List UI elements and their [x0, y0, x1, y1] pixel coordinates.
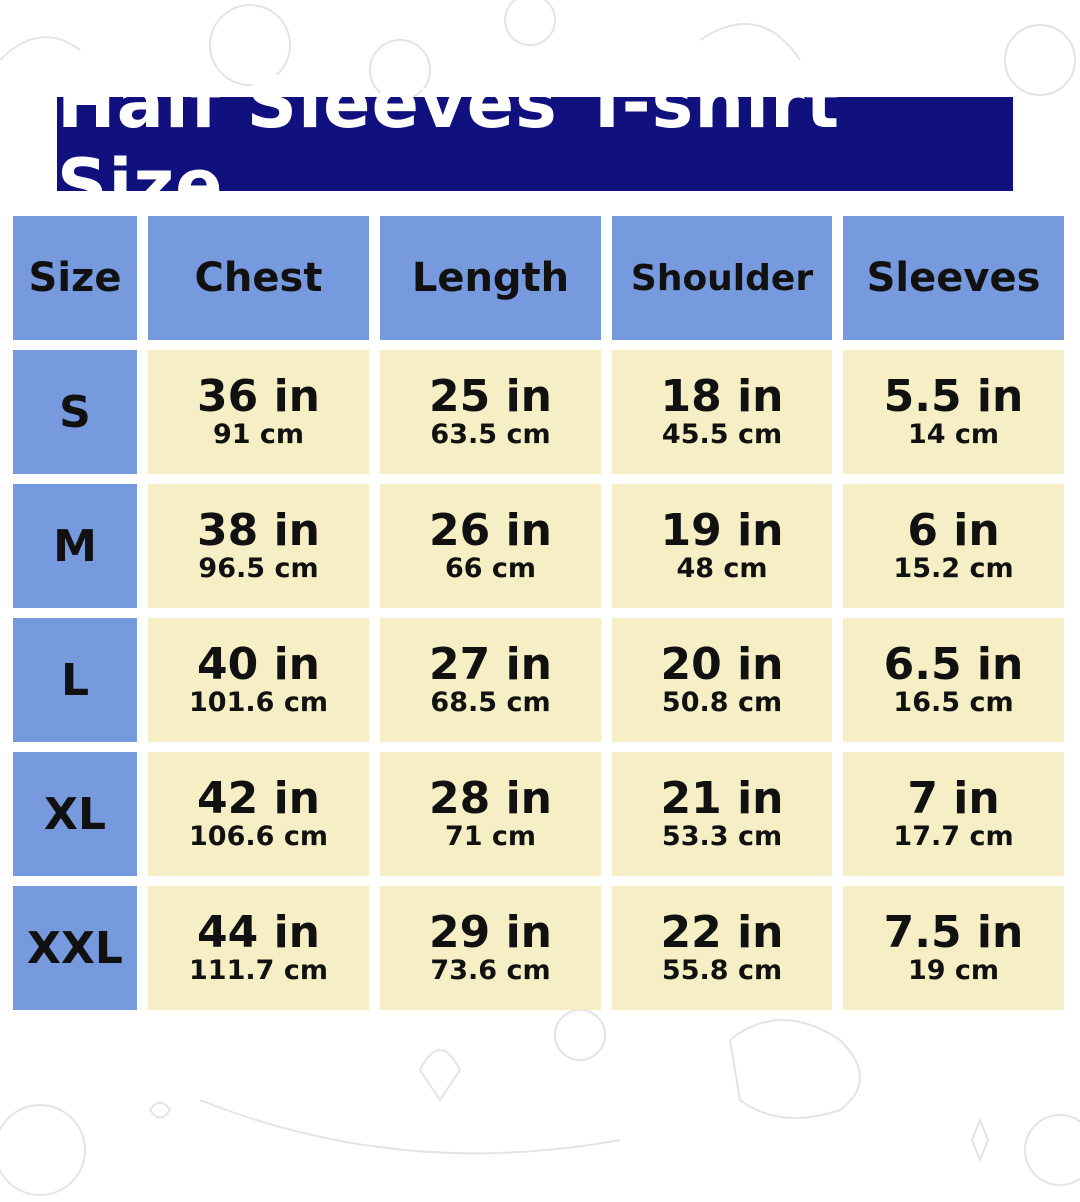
- measurement-cm: 16.5 cm: [893, 687, 1014, 718]
- measurement-cm: 71 cm: [444, 821, 537, 852]
- measurement-cell: 18 in 45.5 cm: [612, 350, 832, 474]
- measurement-cell: 27 in 68.5 cm: [380, 618, 601, 742]
- measurement-cell: 28 in 71 cm: [380, 752, 601, 876]
- column-header-chest: Chest: [148, 216, 369, 340]
- measurement-cm: 50.8 cm: [661, 687, 783, 718]
- column-header-size: Size: [13, 216, 137, 340]
- measurement-cm: 91 cm: [212, 419, 305, 450]
- measurement-inches: 18 in: [660, 371, 784, 422]
- measurement-inches: 29 in: [429, 907, 552, 958]
- measurement-cell: 5.5 in 14 cm: [843, 350, 1064, 474]
- measurement-cell: 6.5 in 16.5 cm: [843, 618, 1064, 742]
- measurement-inches: 28 in: [429, 773, 552, 824]
- measurement-inches: 40 in: [197, 639, 320, 690]
- measurement-inches: 6 in: [907, 505, 1000, 556]
- measurement-inches: 25 in: [429, 371, 552, 422]
- measurement-cm: 73.6 cm: [430, 955, 551, 986]
- size-label: S: [13, 350, 137, 474]
- measurement-cell: 36 in 91 cm: [148, 350, 369, 474]
- measurement-cm: 55.8 cm: [661, 955, 783, 986]
- measurement-cm: 48 cm: [676, 553, 768, 584]
- measurement-cell: 42 in 106.6 cm: [148, 752, 369, 876]
- measurement-inches: 36 in: [197, 371, 320, 422]
- measurement-cell: 20 in 50.8 cm: [612, 618, 832, 742]
- measurement-cm: 106.6 cm: [189, 821, 328, 852]
- measurement-cm: 96.5 cm: [198, 553, 319, 584]
- column-header-length: Length: [380, 216, 601, 340]
- measurement-inches: 19 in: [660, 505, 784, 556]
- measurement-cell: 44 in 111.7 cm: [148, 886, 369, 1010]
- measurement-cm: 14 cm: [907, 419, 1000, 450]
- measurement-inches: 21 in: [660, 773, 784, 824]
- size-table: Size Chest Length Shoulder Sleeves S 36 in 91 c…: [13, 216, 1064, 1010]
- measurement-inches: 42 in: [197, 773, 320, 824]
- size-label: XL: [13, 752, 137, 876]
- measurement-inches: 6.5 in: [883, 639, 1024, 690]
- measurement-cm: 66 cm: [444, 553, 537, 584]
- measurement-cell: 38 in 96.5 cm: [148, 484, 369, 608]
- measurement-inches: 22 in: [660, 907, 784, 958]
- measurement-cell: 22 in 55.8 cm: [612, 886, 832, 1010]
- measurement-inches: 20 in: [660, 639, 784, 690]
- measurement-cell: 7 in 17.7 cm: [843, 752, 1064, 876]
- measurement-cm: 101.6 cm: [189, 687, 328, 718]
- measurement-inches: 26 in: [429, 505, 552, 556]
- measurement-cell: 7.5 in 19 cm: [843, 886, 1064, 1010]
- measurement-cell: 21 in 53.3 cm: [612, 752, 832, 876]
- measurement-cm: 111.7 cm: [189, 955, 328, 986]
- measurement-cm: 45.5 cm: [661, 419, 783, 450]
- measurement-cm: 53.3 cm: [661, 821, 783, 852]
- measurement-cm: 17.7 cm: [893, 821, 1014, 852]
- measurement-cell: 26 in 66 cm: [380, 484, 601, 608]
- size-label: M: [13, 484, 137, 608]
- measurement-inches: 38 in: [197, 505, 320, 556]
- measurement-cell: 19 in 48 cm: [612, 484, 832, 608]
- column-header-sleeves: Sleeves: [843, 216, 1064, 340]
- measurement-inches: 7.5 in: [883, 907, 1024, 958]
- measurement-inches: 27 in: [429, 639, 552, 690]
- measurement-inches: 5.5 in: [883, 371, 1024, 422]
- measurement-cm: 19 cm: [907, 955, 1000, 986]
- measurement-cell: 29 in 73.6 cm: [380, 886, 601, 1010]
- measurement-inches: 44 in: [197, 907, 320, 958]
- measurement-inches: 7 in: [907, 773, 1000, 824]
- measurement-cell: 6 in 15.2 cm: [843, 484, 1064, 608]
- measurement-cm: 68.5 cm: [430, 687, 551, 718]
- column-header-shoulder: Shoulder: [612, 216, 832, 340]
- page-title: Half Sleeves T-shirt Size: [57, 62, 1013, 226]
- measurement-cell: 25 in 63.5 cm: [380, 350, 601, 474]
- size-label: XXL: [13, 886, 137, 1010]
- measurement-cm: 15.2 cm: [893, 553, 1014, 584]
- measurement-cm: 63.5 cm: [430, 419, 551, 450]
- size-label: L: [13, 618, 137, 742]
- measurement-cell: 40 in 101.6 cm: [148, 618, 369, 742]
